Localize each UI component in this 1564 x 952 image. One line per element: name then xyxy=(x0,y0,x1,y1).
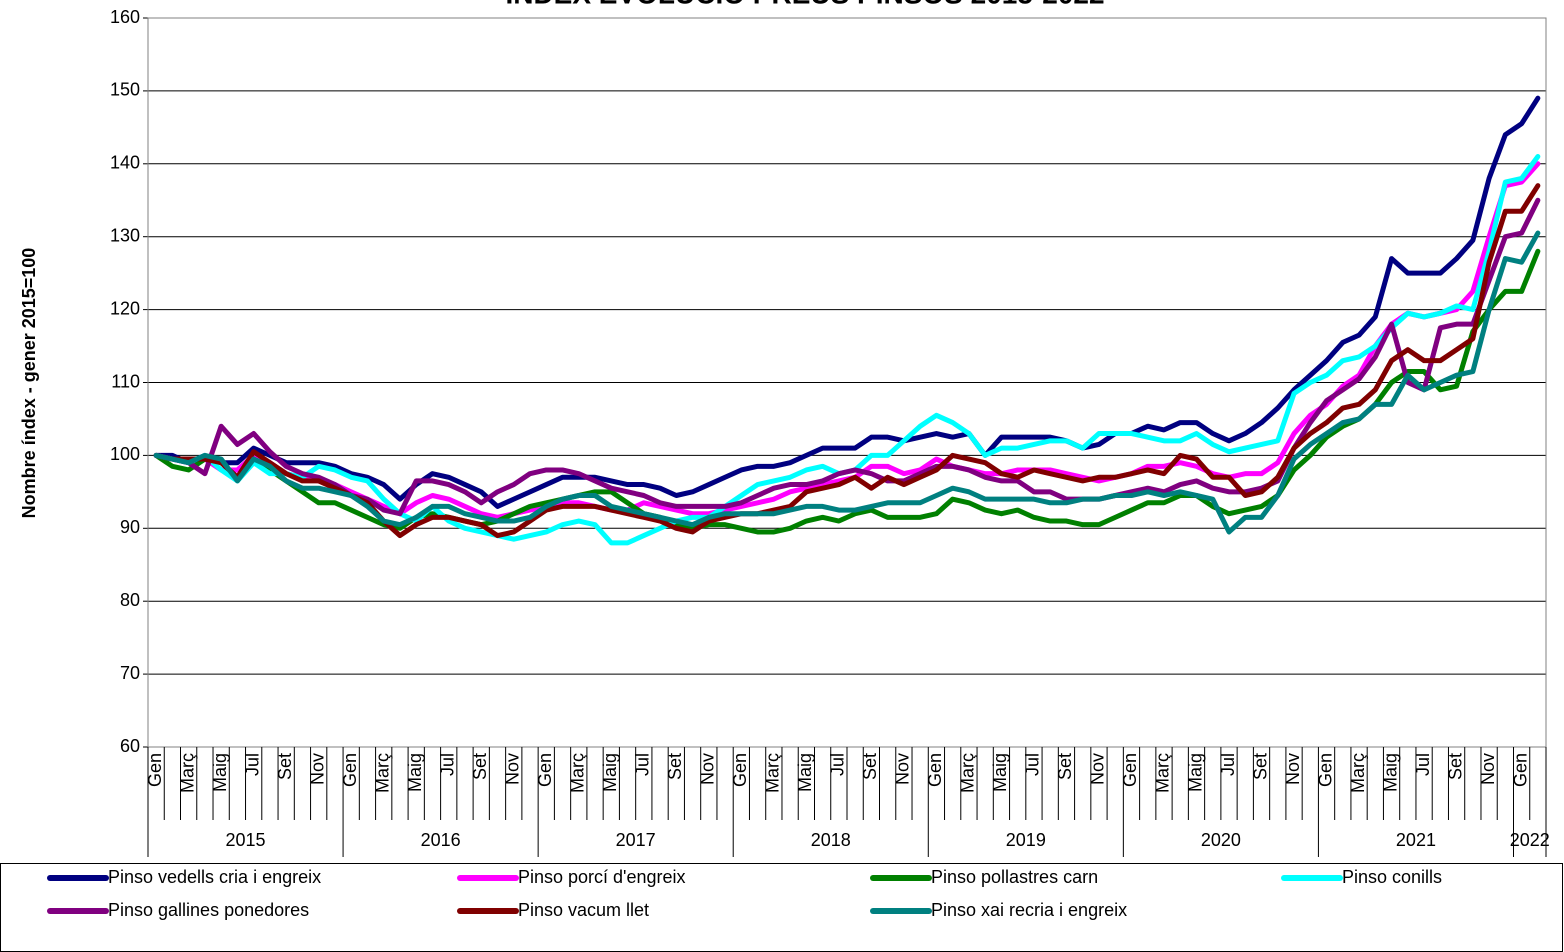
x-tick-label: Gen xyxy=(340,753,360,787)
y-tick-label: 70 xyxy=(120,663,140,683)
x-tick-label: Març xyxy=(372,753,392,793)
series-line xyxy=(153,183,1541,539)
x-tick-label: Nov xyxy=(698,753,718,785)
x-tick-label: Jul xyxy=(1218,753,1238,776)
series-line xyxy=(153,248,1541,535)
x-tick-label: Jul xyxy=(1413,753,1433,776)
chart-title: ÍNDEX EVOLUCIÓ PREUS PINSOS 2015-2022 xyxy=(505,0,1104,9)
x-tick-label: Març xyxy=(1348,753,1368,793)
x-tick-label: Març xyxy=(1153,753,1173,793)
x-tick-label: Jul xyxy=(1023,753,1043,776)
x-tick-label: Maig xyxy=(1380,753,1400,792)
y-tick-label: 140 xyxy=(110,153,140,173)
y-tick-label: 80 xyxy=(120,590,140,610)
x-tick-label: Maig xyxy=(795,753,815,792)
year-label: 2021 xyxy=(1396,830,1436,850)
x-tick-label: Gen xyxy=(145,753,165,787)
series-line xyxy=(153,197,1541,517)
x-tick-label: Maig xyxy=(405,753,425,792)
x-tick-label: Set xyxy=(1250,753,1270,780)
legend-label: Pinso xai recria i engreix xyxy=(931,900,1127,920)
x-tick-label: Set xyxy=(665,753,685,780)
series-line xyxy=(153,161,1541,520)
x-tick-label: Gen xyxy=(730,753,750,787)
x-tick-label: Gen xyxy=(925,753,945,787)
x-tick-label: Nov xyxy=(1478,753,1498,785)
x-tick-label: Nov xyxy=(1088,753,1108,785)
x-tick-label: Set xyxy=(470,753,490,780)
x-tick-label: Març xyxy=(568,753,588,793)
year-label: 2020 xyxy=(1201,830,1241,850)
year-label: 2016 xyxy=(421,830,461,850)
y-tick-label: 130 xyxy=(110,225,140,245)
legend-label: Pinso porcí d'engreix xyxy=(518,867,686,887)
x-tick-label: Nov xyxy=(503,753,523,785)
x-tick-label: Set xyxy=(1445,753,1465,780)
year-label: 2018 xyxy=(811,830,851,850)
series-line xyxy=(153,154,1541,546)
x-tick-label: Set xyxy=(1055,753,1075,780)
series-line xyxy=(153,230,1541,535)
y-tick-label: 110 xyxy=(111,371,140,391)
legend-label: Pinso vedells cria i engreix xyxy=(108,867,321,887)
x-tick-label: Gen xyxy=(535,753,555,787)
x-tick-label: Gen xyxy=(1315,753,1335,787)
x-tick-label: Set xyxy=(275,753,295,780)
y-tick-label: 150 xyxy=(110,80,140,100)
year-label: 2015 xyxy=(226,830,266,850)
x-tick-label: Nov xyxy=(307,753,327,785)
year-label: 2017 xyxy=(616,830,656,850)
y-tick-label: 60 xyxy=(120,736,140,756)
x-tick-label: Març xyxy=(763,753,783,793)
x-tick-label: Març xyxy=(958,753,978,793)
y-tick-label: 160 xyxy=(110,7,140,27)
x-tick-label: Gen xyxy=(1510,753,1530,787)
legend-label: Pinso pollastres carn xyxy=(931,867,1098,887)
y-tick-label: 100 xyxy=(110,444,140,464)
x-tick-label: Maig xyxy=(990,753,1010,792)
x-tick-label: Nov xyxy=(1283,753,1303,785)
year-label: 2022 xyxy=(1510,830,1550,850)
y-tick-label: 90 xyxy=(120,517,140,537)
x-tick-label: Set xyxy=(860,753,880,780)
x-tick-label: Jul xyxy=(437,753,457,776)
x-tick-label: Maig xyxy=(1185,753,1205,792)
y-tick-label: 120 xyxy=(110,298,140,318)
y-axis-label: Nombre índex - gener 2015=100 xyxy=(19,248,39,519)
x-tick-label: Jul xyxy=(828,753,848,776)
legend-label: Pinso vacum llet xyxy=(518,900,649,920)
x-tick-label: Maig xyxy=(210,753,230,792)
x-tick-label: Nov xyxy=(893,753,913,785)
x-tick-label: Jul xyxy=(633,753,653,776)
series-line xyxy=(153,95,1541,509)
legend-label: Pinso gallines ponedores xyxy=(108,900,309,920)
x-tick-label: Maig xyxy=(600,753,620,792)
x-tick-label: Març xyxy=(177,753,197,793)
legend-label: Pinso conills xyxy=(1342,867,1442,887)
x-tick-label: Jul xyxy=(242,753,262,776)
year-label: 2019 xyxy=(1006,830,1046,850)
x-tick-label: Gen xyxy=(1120,753,1140,787)
